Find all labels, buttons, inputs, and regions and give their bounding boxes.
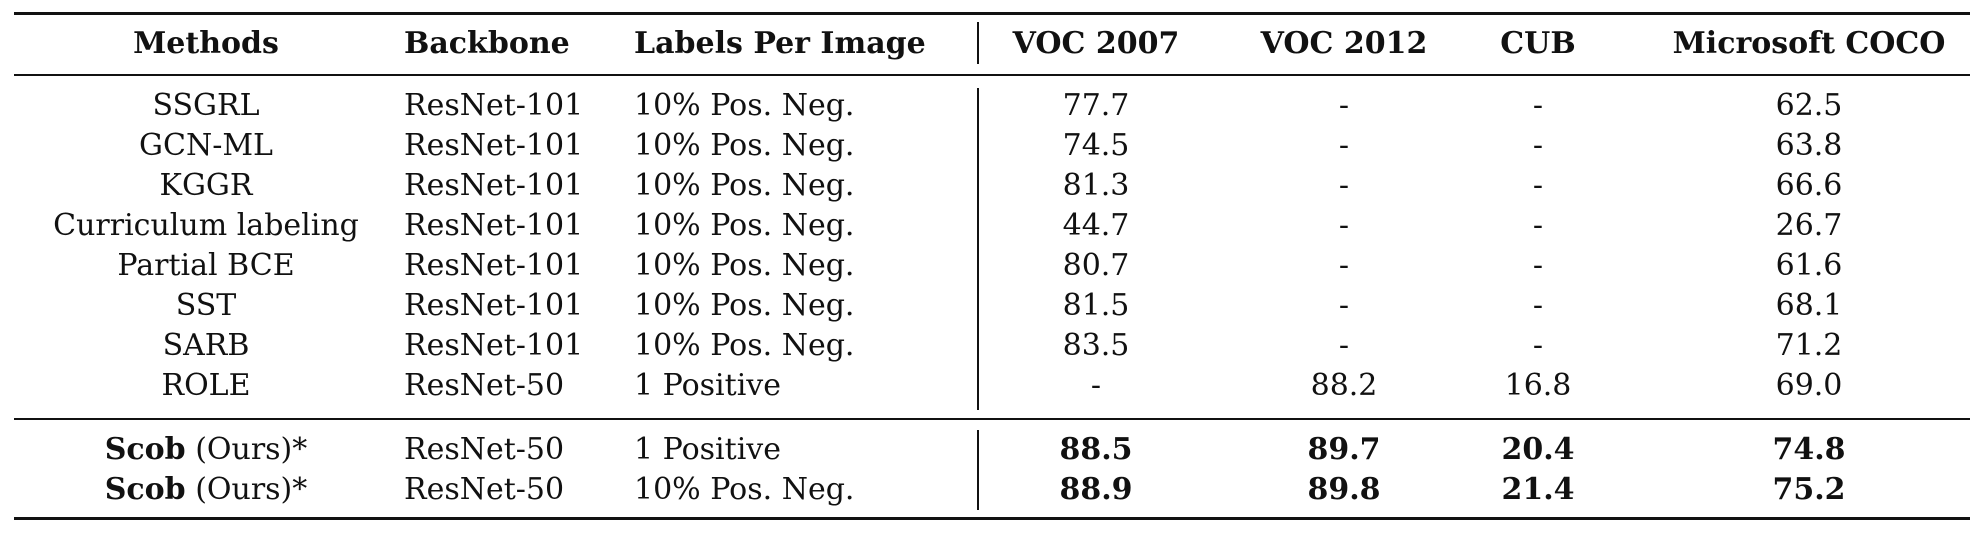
table-cell-labels: 1 Positive bbox=[634, 432, 781, 467]
table-cell-method: SARB bbox=[162, 328, 250, 363]
table-cell-cub: - bbox=[1532, 208, 1544, 243]
table-cell-backbone: ResNet-101 bbox=[404, 168, 584, 203]
top-rule bbox=[14, 12, 1970, 15]
table-cell-labels: 10% Pos. Neg. bbox=[634, 168, 855, 203]
table-cell-backbone: ResNet-101 bbox=[404, 88, 584, 123]
table-cell-coco: 69.0 bbox=[1775, 368, 1843, 403]
table-cell-labels: 10% Pos. Neg. bbox=[634, 88, 855, 123]
table-cell-method: SSGRL bbox=[152, 88, 260, 123]
table-cell-cub: 21.4 bbox=[1501, 472, 1575, 507]
column-header: Microsoft COCO bbox=[1672, 26, 1946, 61]
table-cell-voc2007: 77.7 bbox=[1062, 88, 1130, 123]
method-suffix: (Ours)* bbox=[185, 472, 308, 507]
table-cell-voc2007: 74.5 bbox=[1062, 128, 1130, 163]
table-cell-voc2012: - bbox=[1338, 248, 1350, 283]
table-cell-voc2007: 88.9 bbox=[1059, 472, 1133, 507]
table-cell-backbone: ResNet-101 bbox=[404, 248, 584, 283]
table-cell-coco: 61.6 bbox=[1775, 248, 1843, 283]
table-cell-method: Curriculum labeling bbox=[53, 208, 359, 243]
table-cell-coco: 26.7 bbox=[1775, 208, 1843, 243]
table-cell-labels: 1 Positive bbox=[634, 368, 781, 403]
table-cell-method: ROLE bbox=[161, 368, 251, 403]
table-cell-voc2012: 89.8 bbox=[1307, 472, 1381, 507]
table-cell-voc2012: - bbox=[1338, 168, 1350, 203]
table-cell-voc2007: 88.5 bbox=[1059, 432, 1133, 467]
table-cell-cub: - bbox=[1532, 128, 1544, 163]
table-cell-method: GCN-ML bbox=[139, 128, 273, 163]
table-cell-voc2012: 89.7 bbox=[1307, 432, 1381, 467]
table-cell-coco: 63.8 bbox=[1775, 128, 1843, 163]
column-header: CUB bbox=[1500, 26, 1576, 61]
body-column-divider bbox=[977, 88, 979, 410]
table-cell-coco: 71.2 bbox=[1775, 328, 1843, 363]
table-cell-labels: 10% Pos. Neg. bbox=[634, 208, 855, 243]
table-cell-cub: 16.8 bbox=[1504, 368, 1572, 403]
table-cell-method: Partial BCE bbox=[117, 248, 295, 283]
table-cell-coco: 68.1 bbox=[1775, 288, 1843, 323]
table-cell-labels: 10% Pos. Neg. bbox=[634, 248, 855, 283]
table-cell-coco: 66.6 bbox=[1775, 168, 1843, 203]
table-cell-backbone: ResNet-50 bbox=[404, 432, 565, 467]
table-cell-voc2007: 81.3 bbox=[1062, 168, 1130, 203]
table-cell-voc2012: - bbox=[1338, 88, 1350, 123]
column-header: Backbone bbox=[404, 26, 570, 61]
table-cell-cub: - bbox=[1532, 88, 1544, 123]
table-cell-cub: 20.4 bbox=[1501, 432, 1575, 467]
column-header: Labels Per Image bbox=[634, 26, 926, 61]
ours-column-divider bbox=[977, 430, 979, 510]
column-header: Methods bbox=[133, 26, 279, 61]
table-cell-cub: - bbox=[1532, 288, 1544, 323]
table-cell-voc2012: 88.2 bbox=[1310, 368, 1378, 403]
table-cell-voc2007: 83.5 bbox=[1062, 328, 1130, 363]
column-header: VOC 2012 bbox=[1260, 26, 1428, 61]
table-cell-voc2007: 44.7 bbox=[1062, 208, 1130, 243]
header-rule bbox=[14, 74, 1970, 76]
table-cell-voc2007: 80.7 bbox=[1062, 248, 1130, 283]
table-cell-cub: - bbox=[1532, 328, 1544, 363]
table-cell-labels: 10% Pos. Neg. bbox=[634, 472, 855, 507]
table-cell-voc2012: - bbox=[1338, 288, 1350, 323]
table-cell-method: SST bbox=[175, 288, 237, 323]
table-cell-coco: 75.2 bbox=[1772, 472, 1846, 507]
group-separator-rule bbox=[14, 418, 1970, 420]
table-cell-backbone: ResNet-50 bbox=[404, 472, 565, 507]
table-cell-method: KGGR bbox=[159, 168, 253, 203]
column-header: VOC 2007 bbox=[1012, 26, 1180, 61]
table-cell-backbone: ResNet-101 bbox=[404, 288, 584, 323]
table-cell-backbone: ResNet-101 bbox=[404, 128, 584, 163]
method-suffix: (Ours)* bbox=[185, 432, 308, 467]
table-cell-voc2007: - bbox=[1090, 368, 1102, 403]
table-cell-cub: - bbox=[1532, 248, 1544, 283]
table-cell-backbone: ResNet-101 bbox=[404, 208, 584, 243]
method-name-bold: Scob bbox=[104, 432, 186, 467]
table-cell-voc2007: 81.5 bbox=[1062, 288, 1130, 323]
table-cell-cub: - bbox=[1532, 168, 1544, 203]
header-column-divider bbox=[977, 22, 979, 64]
table-cell-voc2012: - bbox=[1338, 328, 1350, 363]
table-cell-backbone: ResNet-50 bbox=[404, 368, 565, 403]
table-cell-labels: 10% Pos. Neg. bbox=[634, 128, 855, 163]
table-cell-labels: 10% Pos. Neg. bbox=[634, 328, 855, 363]
bottom-rule bbox=[14, 517, 1970, 520]
table-cell-method: Scob (Ours)* bbox=[105, 430, 308, 470]
table-cell-method: Scob (Ours)* bbox=[105, 470, 308, 510]
table-cell-backbone: ResNet-101 bbox=[404, 328, 584, 363]
table-cell-labels: 10% Pos. Neg. bbox=[634, 288, 855, 323]
method-name-bold: Scob bbox=[104, 472, 186, 507]
table-cell-voc2012: - bbox=[1338, 128, 1350, 163]
table-cell-coco: 74.8 bbox=[1772, 432, 1846, 467]
table-cell-voc2012: - bbox=[1338, 208, 1350, 243]
table-cell-coco: 62.5 bbox=[1775, 88, 1843, 123]
